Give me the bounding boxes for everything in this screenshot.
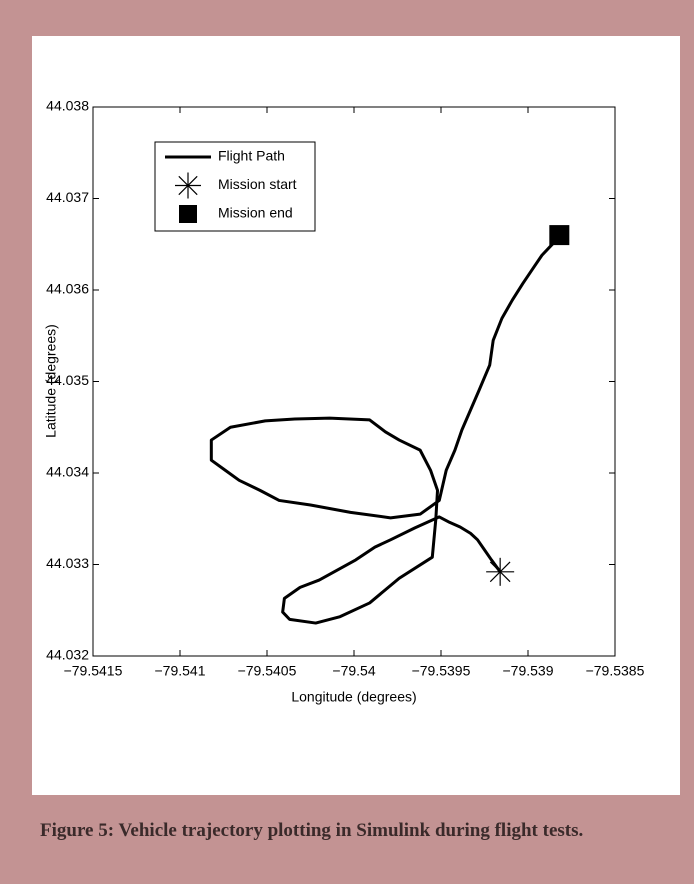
y-tick-label: 44.035	[46, 372, 89, 388]
x-tick-label: −79.54	[332, 663, 375, 679]
x-tick-label: −79.5415	[64, 663, 123, 679]
caption: Figure 5: Vehicle trajectory plotting in…	[40, 820, 584, 841]
legend-asterisk	[175, 172, 201, 199]
y-tick-label: 44.037	[46, 189, 89, 205]
legend-label: Flight Path	[218, 148, 285, 164]
flight-path	[209, 235, 561, 625]
y-axis-label: Latitude (degrees)	[43, 324, 59, 438]
asterisk-stroke	[489, 561, 511, 583]
x-axis-label: Longitude (degrees)	[291, 689, 416, 705]
legend-square	[179, 205, 197, 223]
y-tick-label: 44.038	[46, 98, 89, 114]
asterisk-stroke	[178, 175, 198, 196]
y-tick-label: 44.032	[46, 647, 89, 663]
figure-panel	[32, 36, 680, 795]
x-tick-label: −79.5385	[586, 663, 645, 679]
x-tick-label: −79.5395	[412, 663, 471, 679]
legend: Flight Path Mission start Mission end	[154, 141, 316, 232]
mission-start-marker	[486, 557, 515, 586]
y-tick-label: 44.036	[46, 281, 89, 297]
mission-end-marker	[549, 225, 570, 246]
legend-label: Mission start	[218, 176, 297, 192]
legend-label: Mission end	[218, 205, 293, 221]
x-tick-label: −79.5405	[238, 663, 297, 679]
x-tick-label: −79.539	[503, 663, 554, 679]
y-tick-label: 44.033	[46, 555, 89, 571]
y-tick-label: 44.034	[46, 464, 89, 480]
x-tick-label: −79.541	[155, 663, 206, 679]
